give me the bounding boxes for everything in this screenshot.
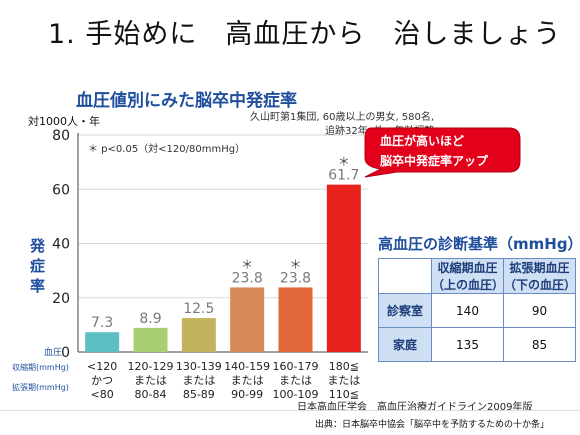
x-tick-conjunction: または: [182, 374, 215, 387]
clinic-diastolic: 90: [503, 293, 576, 328]
guideline-source: 日本高血圧学会 高血圧治療ガイドライン2009年版: [297, 402, 533, 413]
y-tick-label: 60: [52, 182, 70, 198]
significance-marker: ＊: [338, 155, 350, 169]
x-tick-diastolic: 100-109: [273, 388, 319, 401]
x-tick-diastolic: 90-99: [231, 388, 263, 401]
footer-divider: [0, 410, 580, 411]
x-tick-systolic: 120-129: [128, 360, 174, 373]
table-row: 家庭 135 85: [378, 327, 576, 362]
diagnosis-table-header: 収縮期血圧 （上の血圧） 拡張期血圧 （下の血圧）: [378, 258, 577, 294]
callout-line1: 血圧が高いほど: [380, 134, 465, 148]
diastolic-header-line2: （下の血圧）: [504, 278, 577, 292]
systolic-header-line1: 収縮期血圧: [437, 261, 498, 275]
bar: [133, 327, 168, 352]
bar-value-label: 23.8: [280, 270, 311, 286]
bp-row-label: 血圧: [44, 346, 62, 358]
x-tick-conjunction: かつ: [91, 374, 113, 387]
bar: [230, 287, 265, 352]
row-label-home: 家庭: [378, 327, 432, 362]
diagnosis-table: 収縮期血圧 （上の血圧） 拡張期血圧 （下の血圧） 診察室 140 90 家庭 …: [378, 258, 576, 362]
diastolic-header: 拡張期血圧 （下の血圧）: [503, 258, 577, 294]
significance-note: ＊ p<0.05（対<120/80mmHg）: [88, 144, 246, 155]
bar-value-label: 12.5: [183, 301, 214, 317]
systolic-row-label: 収縮期(mmHg): [12, 362, 69, 372]
callout-text: 血圧が高いほど 脳卒中発症率アップ: [380, 131, 488, 171]
clinic-systolic: 140: [431, 293, 504, 328]
x-tick-systolic: 180≦: [329, 360, 359, 373]
x-tick-conjunction: または: [231, 374, 264, 387]
y-tick-label: 20: [52, 291, 70, 307]
y-tick-label: 80: [52, 128, 70, 144]
chart-title: 血圧値別にみた脳卒中発症率: [76, 91, 297, 111]
x-tick-diastolic: 110≦: [329, 388, 359, 401]
diagnosis-table-title: 高血圧の診断基準（mmHg）: [378, 235, 580, 253]
bar: [85, 332, 120, 352]
home-systolic: 135: [431, 327, 504, 362]
table-row: 診察室 140 90: [378, 293, 576, 328]
y-axis-unit: 対1000人・年: [28, 115, 100, 128]
x-tick-diastolic: 80-84: [135, 388, 167, 401]
bar: [278, 287, 313, 352]
bar: [181, 318, 216, 352]
bar-value-label: 61.7: [328, 168, 359, 184]
bar-value-label: 8.9: [139, 311, 161, 327]
callout-line2: 脳卒中発症率アップ: [380, 154, 489, 168]
study-note-line1: 久山町第1集団, 60歳以上の男女, 580名,: [250, 112, 435, 123]
callout-bubble: [364, 127, 521, 178]
diastolic-header-line1: 拡張期血圧: [509, 261, 570, 275]
x-tick-diastolic: 85-89: [183, 388, 215, 401]
slide-title: 1. 手始めに 高血圧から 治しましょう: [48, 19, 562, 50]
x-tick-conjunction: または: [279, 374, 312, 387]
x-tick-systolic: 140-159: [224, 360, 270, 373]
x-tick-systolic: <120: [87, 360, 117, 373]
y-axis-label: 発症率: [30, 237, 46, 295]
bar-value-label: 7.3: [91, 315, 113, 331]
diastolic-row-label: 拡張期(mmHg): [12, 382, 69, 392]
home-diastolic: 85: [503, 327, 576, 362]
table-corner-cell: [378, 258, 432, 294]
y-tick-label: 0: [61, 345, 70, 361]
bar-value-label: 23.8: [232, 270, 263, 286]
significance-marker: ＊: [289, 257, 301, 271]
x-tick-conjunction: または: [134, 374, 167, 387]
row-label-clinic: 診察室: [378, 293, 432, 328]
y-tick-label: 40: [52, 237, 70, 253]
systolic-header: 収縮期血圧 （上の血圧）: [431, 258, 505, 294]
x-tick-diastolic: <80: [91, 388, 114, 401]
systolic-header-line2: （上の血圧）: [432, 278, 505, 292]
x-tick-systolic: 130-139: [176, 360, 222, 373]
x-tick-systolic: 160-179: [273, 360, 319, 373]
citation: 出典：日本脳卒中協会「脳卒中を予防するための十か条」: [315, 420, 550, 430]
x-tick-conjunction: または: [327, 374, 360, 387]
bar: [326, 184, 361, 352]
significance-marker: ＊: [241, 257, 253, 271]
